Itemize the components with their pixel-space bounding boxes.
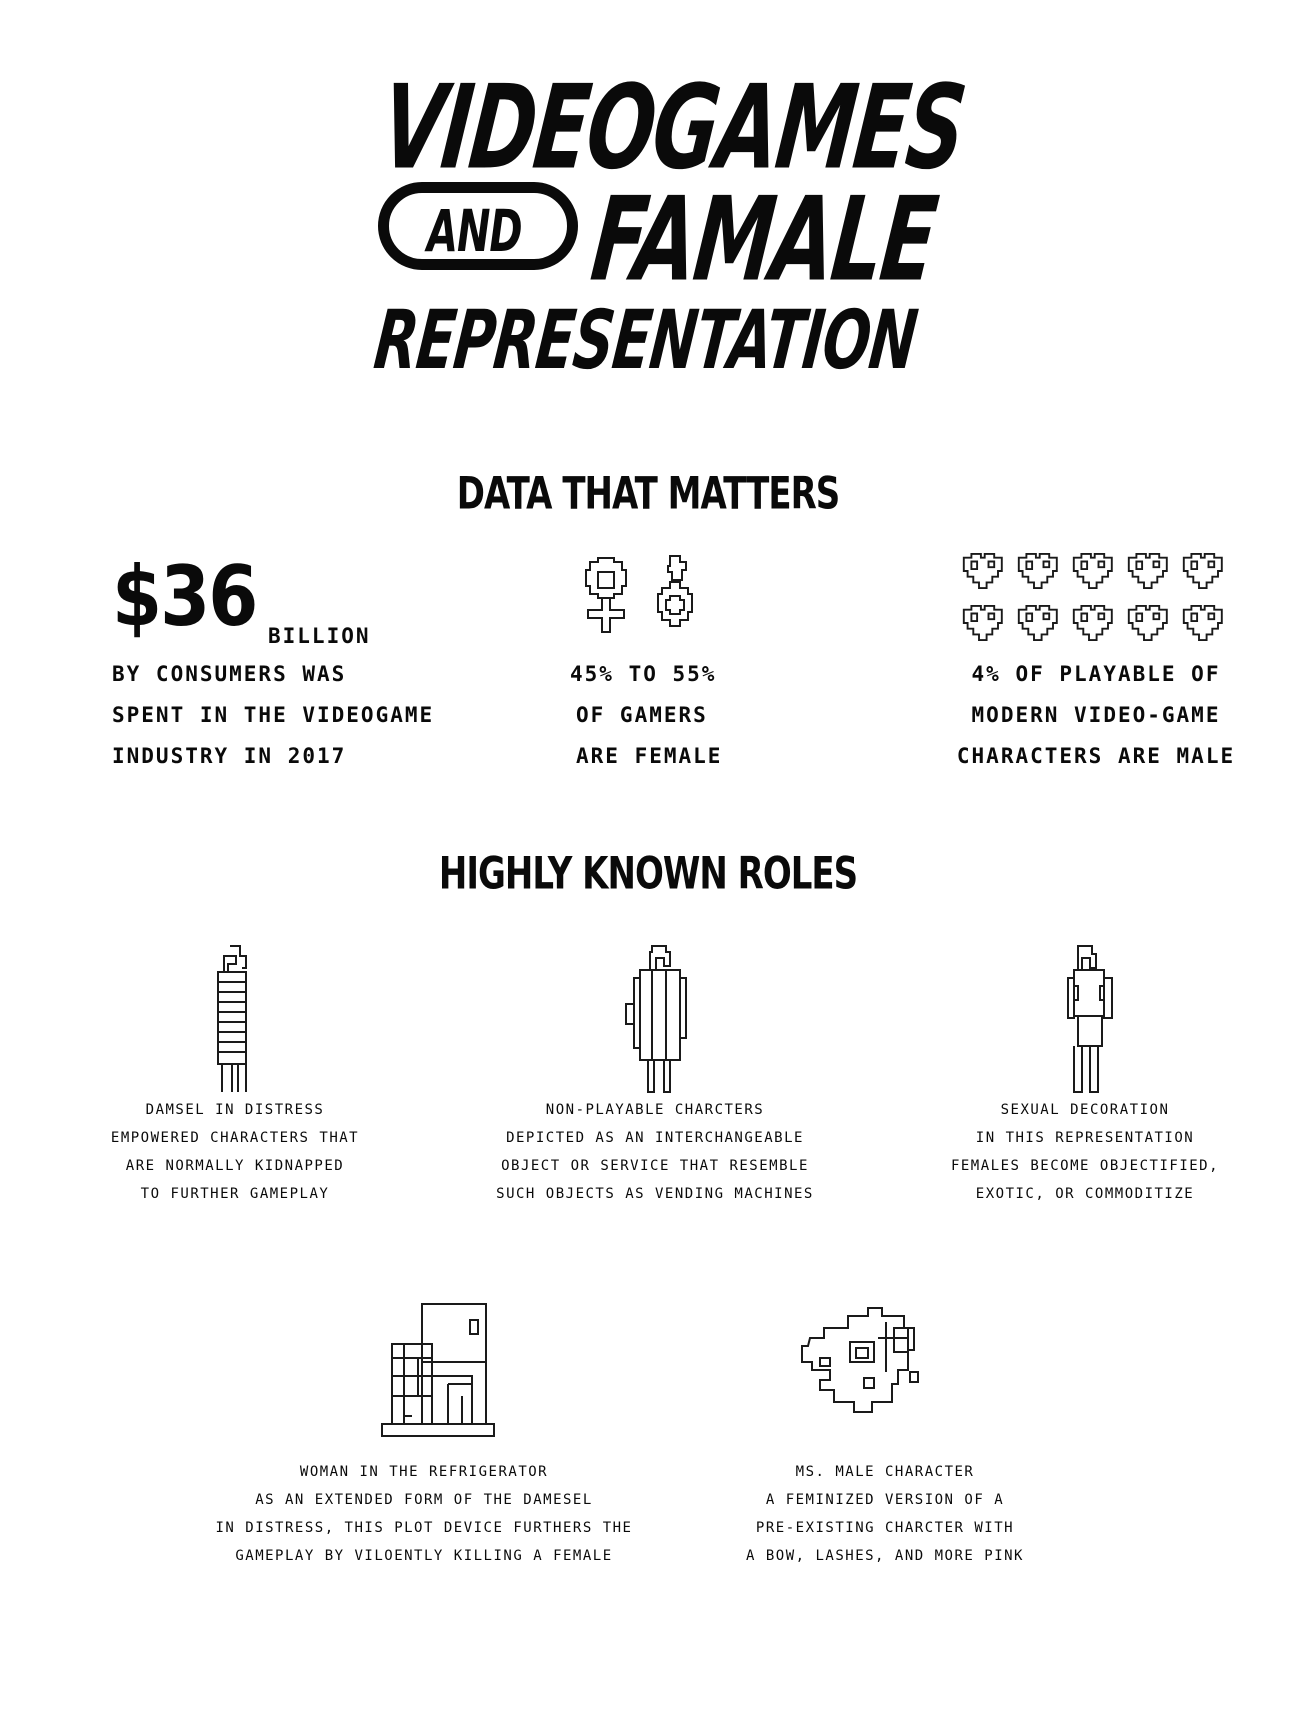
role-damsel-line: ARE NORMALLY KIDNAPPED [125,1158,345,1174]
role-ms-male-line: A FEMINIZED VERSION OF A [765,1492,1005,1508]
stat-characters-line: 4% OF PLAYABLE OF [971,662,1221,686]
title-line-famale: FAMALE [585,172,942,307]
title-line-representation: REPRESENTATION [370,294,921,389]
heart-icon [1017,604,1058,642]
stat-characters-text: 4% OF PLAYABLE OF MODERN VIDEO-GAME CHAR… [946,654,1246,777]
role-ms-male-text: MS. MALE CHARACTER A FEMINIZED VERSION O… [720,1458,1050,1570]
stat-spending-line: SPENT IN THE VIDEOGAME [112,703,435,727]
role-decoration-line: EXOTIC, OR COMMODITIZE [975,1186,1195,1202]
role-decoration-line: SEXUAL DECORATION [1000,1102,1170,1118]
role-refrigerator-line: AS AN EXTENDED FORM OF THE DAMESEL [255,1492,593,1508]
role-decoration-line: FEMALES BECOME OBJECTIFIED, [950,1158,1220,1174]
role-ms-male-line: MS. MALE CHARACTER [795,1464,975,1480]
stat-characters-line: CHARACTERS ARE MALE [956,744,1236,768]
role-refrigerator-line: WOMAN IN THE REFRIGERATOR [299,1464,549,1480]
stat-spending-unit: BILLION [268,624,371,648]
role-refrigerator-line: IN DISTRESS, THIS PLOT DEVICE FURTHERS T… [215,1520,633,1536]
stat-gamers-line: OF GAMERS [576,703,708,727]
title-block: VIDEOGAMES AND FAMALE REPRESENTATION [370,60,970,388]
damsel-figure-icon [217,945,247,1092]
role-refrigerator-line: GAMEPLAY BY VILOENTLY KILLING A FEMALE [235,1548,613,1564]
role-npc-line: SUCH OBJECTS AS VENDING MACHINES [496,1186,814,1202]
role-refrigerator-text: WOMAN IN THE REFRIGERATOR AS AN EXTENDED… [214,1458,634,1570]
heart-icon [1182,604,1223,642]
stat-gamers-text: 45% TO 55% OF GAMERS ARE FEMALE [566,654,746,777]
role-damsel-line: TO FURTHER GAMEPLAY [140,1186,330,1202]
heart-icon [962,552,1003,590]
heart-icon [962,604,1003,642]
stat-spending-text: BY CONSUMERS WAS SPENT IN THE VIDEOGAME … [112,654,434,777]
stat-characters-line: MODERN VIDEO-GAME [971,703,1221,727]
role-damsel-line: DAMSEL IN DISTRESS [145,1102,325,1118]
role-ms-male-line: PRE-EXISTING CHARCTER WITH [755,1520,1015,1536]
roles-section-heading: HIGHLY KNOWN ROLES [438,848,858,900]
role-decoration-text: SEXUAL DECORATION IN THIS REPRESENTATION… [950,1096,1220,1208]
role-npc-line: NON-PLAYABLE CHARCTERS [545,1102,765,1118]
npc-figure-icon [625,945,687,1093]
heart-icon [1127,552,1168,590]
title-pill-word: AND [427,199,523,266]
stat-spending-line: BY CONSUMERS WAS [112,662,347,686]
heart-icon [1072,552,1113,590]
stat-spending-amount: $36 [112,548,258,645]
role-npc-line: OBJECT OR SERVICE THAT RESEMBLE [501,1158,809,1174]
heart-icon [1127,604,1168,642]
role-npc-text: NON-PLAYABLE CHARCTERS DEPICTED AS AN IN… [490,1096,820,1208]
title-pill: AND [378,182,578,270]
pixel-hearts-icon [962,552,1223,642]
heart-icon [1017,552,1058,590]
stat-gamers-line: ARE FEMALE [576,744,723,768]
role-npc-line: DEPICTED AS AN INTERCHANGEABLE [506,1130,804,1146]
role-ms-male-line: A BOW, LASHES, AND MORE PINK [745,1548,1024,1564]
decoration-figure-icon [1067,945,1113,1093]
female-male-symbols-icon [585,555,693,633]
refrigerator-icon [381,1303,495,1437]
role-damsel-line: EMPOWERED CHARACTERS THAT [110,1130,360,1146]
heart-icon [1072,604,1113,642]
role-decoration-line: IN THIS REPRESENTATION [975,1130,1195,1146]
role-damsel-text: DAMSEL IN DISTRESS EMPOWERED CHARACTERS … [80,1096,390,1208]
ms-male-character-icon [801,1307,919,1413]
heart-icon [1182,552,1223,590]
stat-spending-line: INDUSTRY IN 2017 [112,744,347,768]
data-section-heading: DATA THAT MATTERS [456,468,841,520]
stat-gamers-line: 45% TO 55% [570,662,717,686]
